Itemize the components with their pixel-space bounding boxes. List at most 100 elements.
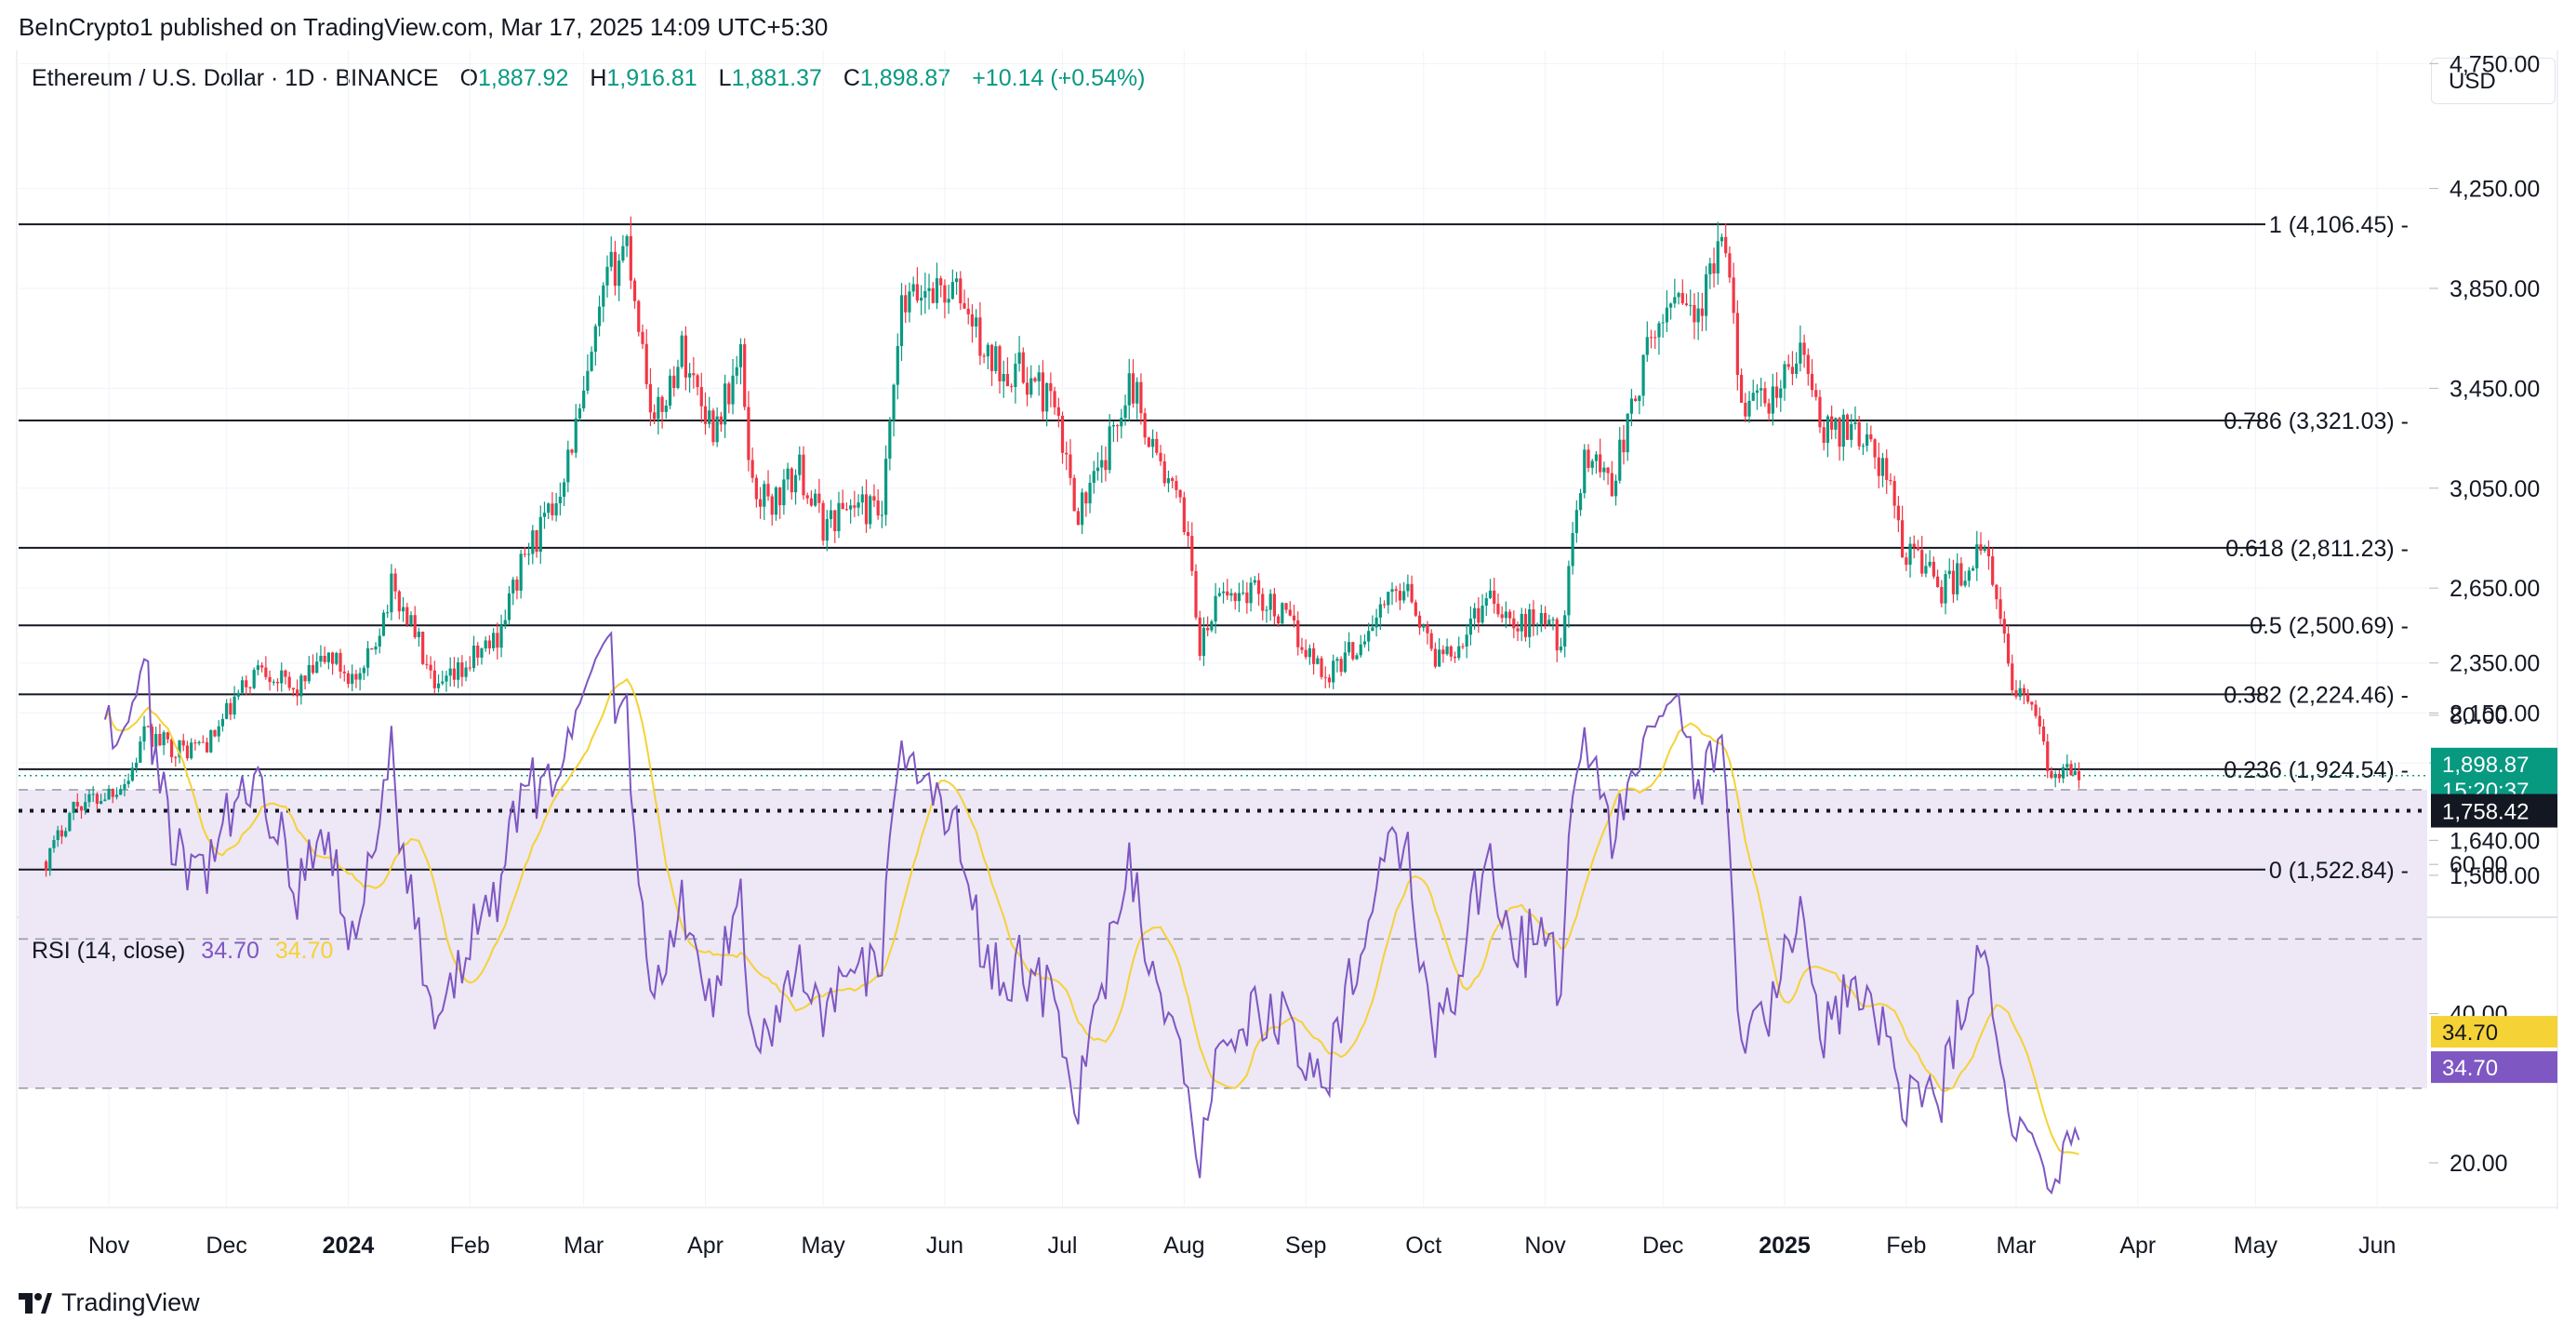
candle-body (1496, 604, 1500, 615)
rsi-title[interactable]: RSI (14, close) 34.70 34.70 (32, 938, 333, 965)
time-tick-label: Feb (450, 1233, 490, 1259)
candle-body (1857, 421, 1861, 447)
candle-body (1150, 438, 1155, 447)
candle-body (229, 702, 232, 715)
candle-body (1033, 378, 1037, 381)
candle-body (1783, 364, 1786, 389)
candle-body (1932, 561, 1935, 577)
candle-body (268, 676, 272, 683)
time-tick-label: Apr (687, 1233, 724, 1259)
candle-body (232, 696, 236, 715)
rsi-value: 34.70 (201, 938, 259, 964)
candle-body (1414, 602, 1417, 616)
candle-body (1327, 677, 1332, 683)
candle-body (1081, 492, 1084, 526)
price-tick-label: 4,250.00 (2450, 177, 2540, 203)
candle-body (911, 284, 915, 292)
candle-body (763, 484, 766, 507)
candle-body (1850, 423, 1853, 440)
candle-body (935, 278, 939, 303)
price-tick-label: 3,450.00 (2450, 376, 2540, 402)
candle-body (738, 344, 743, 367)
candle-body (1095, 467, 1100, 472)
candle-body (1108, 426, 1111, 471)
support-price-badge (2431, 794, 2557, 828)
candle-body (644, 343, 648, 385)
candle-body (711, 410, 715, 443)
candle-body (1759, 388, 1763, 391)
candle-body (1599, 454, 1602, 473)
candle-body (339, 653, 342, 673)
candle-body (786, 468, 790, 480)
candle-body (351, 674, 354, 685)
candle-body (1504, 611, 1507, 619)
price-tick-label: 3,050.00 (2450, 476, 2540, 502)
candle-body (547, 503, 551, 514)
currency-button[interactable]: USD (2431, 58, 2556, 104)
candle-body (1995, 584, 1998, 600)
candle-body (754, 477, 758, 500)
candle-body (181, 740, 185, 746)
candle-body (975, 317, 978, 327)
candle-body (335, 653, 339, 664)
candle-body (908, 291, 911, 313)
symbol-title[interactable]: Ethereum / U.S. Dollar · 1D · BINANCE (32, 65, 439, 91)
candle-body (1520, 613, 1523, 632)
candle-body (1493, 590, 1496, 605)
candle-body (1661, 322, 1665, 324)
current-price-text: 1,898.87 (2442, 753, 2529, 778)
candle-body (617, 260, 621, 287)
candle-body (727, 383, 731, 405)
candle-body (468, 667, 471, 669)
price-tick-label: 1,500.00 (2450, 863, 2540, 889)
candle-body (538, 516, 542, 553)
candle-body (664, 406, 668, 412)
time-tick-label: Mar (1996, 1233, 2036, 1259)
price-tick-label: 2,650.00 (2450, 576, 2540, 602)
tradingview-logo[interactable]: TradingView (19, 1288, 200, 1317)
candle-body (837, 502, 841, 532)
candle-body (1720, 236, 1724, 242)
candle-body (56, 830, 60, 841)
candle-body (1041, 372, 1045, 412)
candle-body (185, 745, 190, 759)
candle-body (213, 729, 217, 737)
candle-body (1998, 599, 2002, 620)
candle-body (1739, 375, 1744, 403)
candle-body (1277, 616, 1281, 624)
candle-body (1920, 550, 1924, 574)
candle-body (1732, 277, 1735, 313)
candle-body (365, 647, 370, 668)
candle-body (1841, 414, 1845, 447)
candle-body (1143, 413, 1147, 438)
candle-body (260, 665, 264, 668)
candle-body (390, 573, 393, 613)
candle-body (1210, 621, 1214, 631)
candle-body (236, 692, 240, 697)
candle-body (417, 631, 421, 637)
candle-body (2041, 727, 2046, 742)
candle-body (1991, 556, 1995, 585)
candle-body (1543, 612, 1547, 625)
candle-body (1139, 381, 1143, 414)
candle-body (1127, 373, 1131, 406)
candle-body (1979, 544, 1983, 552)
candle-body (72, 801, 75, 813)
candle-body (814, 493, 817, 506)
candle-body (425, 663, 429, 665)
candle-body (1618, 439, 1622, 481)
candle-body (1571, 533, 1574, 567)
candle-body (872, 496, 876, 501)
candle-body (2018, 687, 2022, 697)
candle-body (1590, 460, 1594, 468)
candle-body (1657, 323, 1661, 338)
candle-body (1885, 458, 1889, 480)
candle-body (833, 510, 837, 532)
rsi-tick-label: 20.00 (2450, 1151, 2508, 1177)
candle-body (1790, 367, 1795, 374)
fib-label: 0.236 (1,924.54) - (2224, 757, 2409, 783)
candle-body (264, 667, 268, 677)
candle-body (84, 802, 87, 811)
candle-body (1763, 388, 1767, 404)
